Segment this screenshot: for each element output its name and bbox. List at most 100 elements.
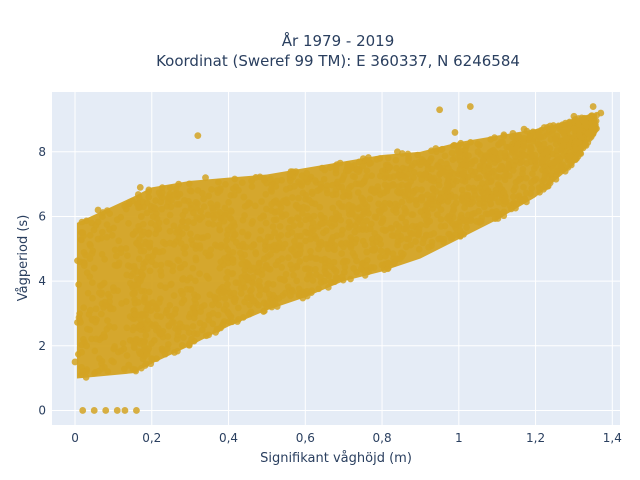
scatter-point (361, 272, 369, 279)
scatter-point (283, 199, 290, 206)
scatter-point (216, 187, 224, 194)
scatter-point (248, 243, 255, 251)
scatter-point (153, 226, 161, 234)
scatter-point (495, 198, 502, 206)
scatter-point (257, 286, 264, 294)
scatter-point (106, 226, 113, 233)
scatter-point (270, 216, 278, 224)
scatter-point (507, 205, 515, 213)
scatter-point (341, 263, 349, 271)
scatter-point (469, 198, 477, 206)
scatter-point (193, 214, 201, 221)
scatter-point (386, 174, 394, 182)
scatter-point (198, 326, 206, 334)
scatter-point (230, 219, 237, 226)
scatter-point (501, 149, 509, 157)
scatter-point (244, 294, 251, 302)
scatter-point (138, 287, 145, 295)
scatter-point (326, 164, 334, 171)
scatter-point (135, 348, 143, 355)
scatter-point (106, 293, 113, 301)
scatter-point (200, 302, 208, 309)
scatter-point (153, 312, 161, 320)
scatter-point (180, 296, 188, 304)
scatter-point (466, 103, 474, 110)
scatter-point (305, 196, 313, 204)
scatter-point (402, 165, 410, 173)
scatter-point (404, 170, 412, 178)
scatter-point (384, 247, 391, 255)
scatter-point (159, 248, 167, 255)
scatter-point (166, 227, 174, 235)
scatter-point (408, 211, 415, 218)
scatter-point (426, 157, 434, 165)
scatter-point (374, 234, 381, 241)
scatter-point (345, 193, 353, 200)
scatter-point (332, 268, 340, 275)
scatter-point (142, 360, 150, 368)
scatter-point (242, 243, 250, 251)
scatter-point (307, 247, 314, 255)
scatter-point (135, 298, 142, 306)
scatter-point (451, 129, 459, 136)
scatter-point (286, 177, 294, 185)
scatter-point (417, 221, 425, 229)
scatter-point (511, 157, 519, 165)
scatter-point (194, 132, 202, 140)
scatter-point (141, 338, 149, 345)
scatter-point (285, 224, 293, 232)
scatter-point (408, 230, 415, 238)
scatter-point (392, 200, 399, 208)
scatter-point (174, 328, 182, 335)
scatter-point (89, 279, 96, 286)
scatter-point (444, 164, 452, 172)
scatter-point (157, 198, 165, 206)
scatter-point (267, 233, 275, 241)
scatter-point (82, 374, 90, 381)
scatter-point (479, 157, 487, 165)
scatter-point (142, 258, 150, 266)
scatter-point (123, 324, 131, 332)
scatter-point (245, 261, 252, 269)
scatter-point (98, 251, 106, 258)
scatter-point (437, 195, 444, 203)
scatter-point (457, 139, 465, 147)
scatter-point (225, 199, 232, 206)
scatter-point (502, 197, 510, 205)
scatter-point (88, 250, 96, 257)
scatter-point (543, 148, 551, 156)
scatter-point (339, 226, 346, 234)
scatter-point (428, 175, 436, 183)
scatter-point (204, 211, 212, 219)
scatter-point (102, 407, 110, 414)
scatter-point (197, 308, 204, 315)
scatter-point (156, 299, 163, 306)
scatter-point (113, 216, 121, 224)
scatter-point (227, 207, 235, 214)
scatter-point (203, 272, 211, 280)
scatter-point (166, 211, 174, 219)
scatter-point (296, 221, 304, 228)
scatter-point (262, 238, 269, 245)
scatter-point (290, 271, 297, 279)
scatter-point (269, 223, 277, 231)
scatter-point (108, 231, 116, 239)
scatter-point (324, 245, 332, 253)
scatter-point (528, 145, 535, 153)
scatter-point (529, 170, 536, 177)
scatter-point (389, 250, 397, 257)
scatter-point (232, 231, 239, 238)
scatter-point (500, 173, 508, 180)
scatter-point (437, 158, 445, 166)
scatter-point (312, 235, 320, 242)
scatter-point (376, 253, 384, 261)
scatter-point (347, 164, 355, 172)
scatter-point (232, 238, 240, 246)
scatter-point (520, 135, 528, 142)
scatter-point (217, 215, 225, 222)
scatter-point (552, 176, 560, 183)
scatter-point (452, 193, 459, 201)
scatter-point (251, 202, 259, 210)
scatter-point (299, 210, 306, 217)
